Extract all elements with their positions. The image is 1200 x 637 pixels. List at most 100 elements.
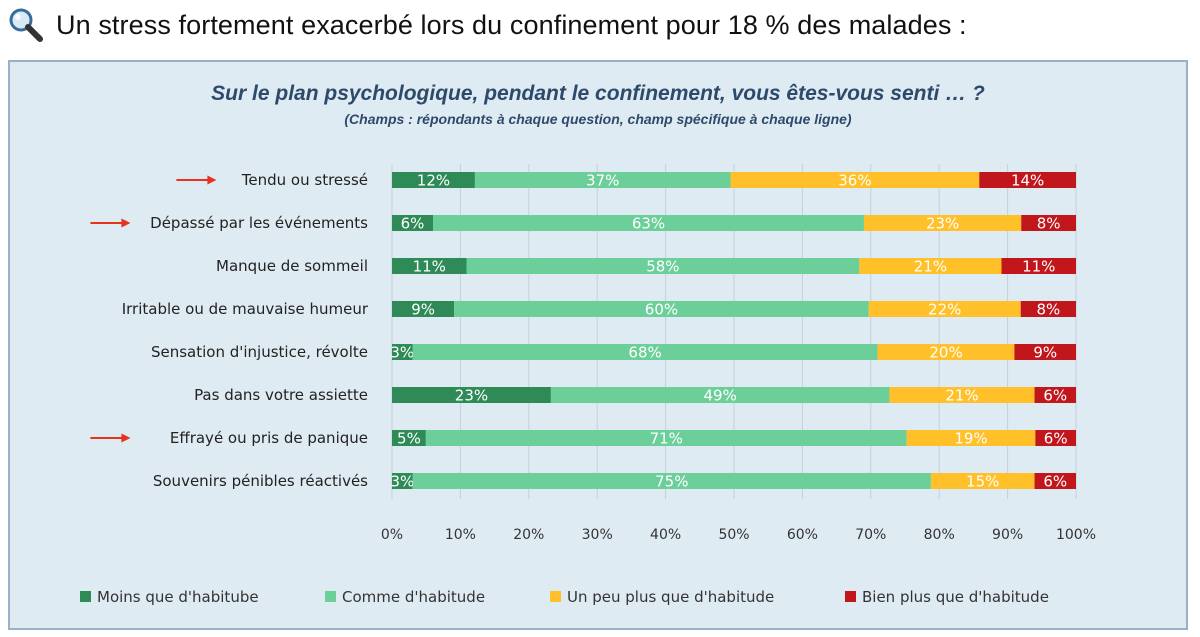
data-label: 22%	[928, 301, 961, 319]
bar-segment	[1001, 258, 1076, 274]
category-label: Pas dans votre assiette	[194, 386, 368, 404]
bar-segment	[392, 344, 413, 360]
bar-segment	[906, 430, 1036, 446]
data-label: 6%	[1043, 387, 1067, 405]
legend-swatch	[845, 591, 856, 602]
x-tick-label: 0%	[381, 527, 403, 543]
data-label: 12%	[417, 172, 450, 190]
category-label: Effrayé ou pris de panique	[170, 429, 368, 447]
data-label: 3%	[390, 473, 414, 491]
header: Un stress fortement exacerbé lors du con…	[6, 4, 967, 46]
data-label: 75%	[655, 473, 688, 491]
gridlines	[391, 164, 1077, 499]
legend-swatch	[80, 591, 91, 602]
bar-segment	[412, 473, 931, 489]
category-labels: Tendu ou stressé Dépassé par les événemen…	[122, 171, 369, 490]
category-label: Tendu ou stressé	[241, 171, 368, 189]
data-label: 60%	[645, 301, 678, 319]
data-label: 11%	[413, 258, 446, 276]
data-label: 21%	[945, 387, 978, 405]
bar-segment	[889, 387, 1035, 403]
data-label: 23%	[455, 387, 488, 405]
x-tick-label: 50%	[718, 527, 749, 543]
data-label: 23%	[926, 215, 959, 233]
data-label: 21%	[914, 258, 947, 276]
x-axis-ticks: 0% 10% 20% 30% 40% 50% 60% 70% 80% 90% 100%	[381, 527, 1096, 543]
legend-label: Un peu plus que d'habitude	[567, 588, 774, 606]
bar-segment	[930, 473, 1035, 489]
headline: Un stress fortement exacerbé lors du con…	[56, 9, 967, 40]
data-label: 37%	[586, 172, 619, 190]
data-label: 63%	[632, 215, 665, 233]
data-label: 8%	[1036, 301, 1060, 319]
stacked-bar-chart: Sur le plan psychologique, pendant le co…	[80, 82, 1096, 606]
bar-segment	[1035, 430, 1076, 446]
bar-segment	[392, 172, 475, 188]
bar-segment	[412, 344, 878, 360]
bar-segment	[877, 344, 1015, 360]
category-label: Souvenirs pénibles réactivés	[153, 472, 368, 490]
x-tick-label: 30%	[582, 527, 613, 543]
highlight-arrowhead	[121, 218, 131, 228]
data-label: 9%	[411, 301, 435, 319]
bar-segment	[392, 258, 467, 274]
bar-segment	[550, 387, 890, 403]
data-label: 5%	[397, 430, 421, 448]
data-label: 58%	[646, 258, 679, 276]
data-label: 9%	[1033, 344, 1057, 362]
bar-segment	[859, 258, 1002, 274]
bar-segment	[979, 172, 1076, 188]
magnifier-icon	[9, 8, 43, 42]
data-label: 8%	[1037, 215, 1061, 233]
data-label: 3%	[390, 344, 414, 362]
data-label: 19%	[954, 430, 987, 448]
data-label: 20%	[929, 344, 962, 362]
legend-swatch	[550, 591, 561, 602]
chart-subtitle: (Champs : répondants à chaque question, …	[344, 111, 852, 127]
x-tick-label: 80%	[924, 527, 955, 543]
bars: 12% 37% 36% 14% 6% 63% 23% 8% 11% 58% 21% 11% 9% 60% 2…	[390, 172, 1076, 491]
category-label: Sensation d'injustice, révolte	[151, 343, 368, 361]
data-label: 49%	[704, 387, 737, 405]
bar-segment	[392, 301, 455, 317]
x-tick-label: 70%	[855, 527, 886, 543]
data-label: 15%	[966, 473, 999, 491]
highlight-arrowhead	[121, 433, 131, 443]
data-label: 71%	[650, 430, 683, 448]
legend-label: Moins que d'habitube	[97, 588, 259, 606]
category-label: Irritable ou de mauvaise humeur	[122, 300, 369, 318]
bar-segment	[454, 301, 869, 317]
bar-segment	[392, 387, 551, 403]
x-tick-label: 10%	[445, 527, 476, 543]
x-tick-label: 60%	[787, 527, 818, 543]
category-label: Manque de sommeil	[216, 257, 368, 275]
bar-segment	[474, 172, 731, 188]
highlight-arrows	[90, 175, 217, 443]
legend-label: Bien plus que d'habitude	[862, 588, 1049, 606]
bar-segment	[392, 430, 426, 446]
bar-segment	[730, 172, 980, 188]
bar-segment	[1034, 387, 1076, 403]
bar-segment	[392, 473, 413, 489]
bar-segment	[863, 215, 1022, 231]
bar-segment	[425, 430, 907, 446]
legend-label: Comme d'habitude	[342, 588, 485, 606]
data-label: 6%	[1044, 430, 1068, 448]
bar-segment	[1014, 344, 1076, 360]
bar-segment	[1034, 473, 1076, 489]
bar-segment	[868, 301, 1021, 317]
data-label: 11%	[1022, 258, 1055, 276]
data-label: 36%	[838, 172, 871, 190]
data-label: 6%	[401, 215, 425, 233]
highlight-arrowhead	[207, 175, 217, 185]
data-label: 6%	[1043, 473, 1067, 491]
x-tick-label: 100%	[1056, 527, 1096, 543]
data-label: 68%	[628, 344, 661, 362]
chart-panel: Sur le plan psychologique, pendant le co…	[8, 60, 1188, 630]
bar-segment	[392, 215, 434, 231]
x-tick-label: 90%	[992, 527, 1023, 543]
category-label: Dépassé par les événements	[150, 214, 368, 232]
data-label: 14%	[1011, 172, 1044, 190]
legend-swatch	[325, 591, 336, 602]
x-tick-label: 20%	[513, 527, 544, 543]
